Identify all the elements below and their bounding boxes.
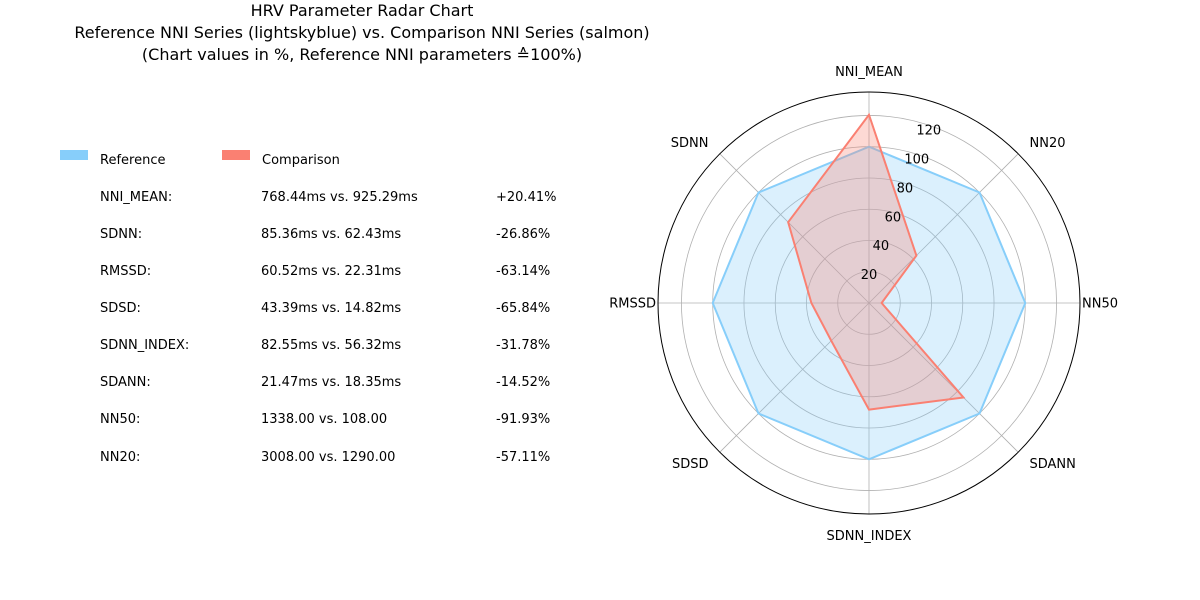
legend-swatch-comparison bbox=[222, 150, 250, 160]
axis-label: NN20 bbox=[1030, 136, 1066, 151]
grid-spoke bbox=[868, 302, 1019, 453]
radial-tick-label: 120 bbox=[916, 124, 941, 139]
param-name: SDSD: bbox=[100, 301, 141, 316]
param-values: 768.44ms vs. 925.29ms bbox=[261, 190, 418, 205]
title-line-2: Reference NNI Series (lightskyblue) vs. … bbox=[74, 23, 650, 42]
param-diff: -65.84% bbox=[496, 301, 551, 316]
param-values: 60.52ms vs. 22.31ms bbox=[261, 264, 402, 279]
table-row: RMSSD: 60.52ms vs. 22.31ms -63.14% bbox=[100, 264, 620, 284]
grid-spoke bbox=[868, 153, 1019, 304]
param-values: 82.55ms vs. 56.32ms bbox=[261, 338, 402, 353]
grid-spoke bbox=[719, 153, 870, 304]
axis-label: SDANN bbox=[1030, 457, 1076, 472]
table-row: SDSD: 43.39ms vs. 14.82ms -65.84% bbox=[100, 301, 620, 321]
table-row: SDANN: 21.47ms vs. 18.35ms -14.52% bbox=[100, 375, 620, 395]
table-row: NN50: 1338.00 vs. 108.00 -91.93% bbox=[100, 412, 620, 432]
table-row: SDNN_INDEX: 82.55ms vs. 56.32ms -31.78% bbox=[100, 338, 620, 358]
radial-tick-label: 40 bbox=[873, 239, 890, 254]
series-line-comparison bbox=[787, 112, 966, 411]
table-row: NNI_MEAN: 768.44ms vs. 925.29ms +20.41% bbox=[100, 190, 620, 210]
axis-label: NN50 bbox=[1082, 297, 1118, 312]
series-area-comparison bbox=[788, 114, 964, 410]
radial-tick-label: 100 bbox=[904, 153, 929, 168]
series-line-reference bbox=[711, 145, 1027, 461]
axis-label: SDNN_INDEX bbox=[827, 529, 912, 544]
param-values: 3008.00 vs. 1290.00 bbox=[261, 450, 396, 465]
param-diff: -63.14% bbox=[496, 264, 551, 279]
param-diff: -26.86% bbox=[496, 227, 551, 242]
axis-label: NNI_MEAN bbox=[835, 65, 903, 80]
table-row: NN20: 3008.00 vs. 1290.00 -57.11% bbox=[100, 450, 620, 470]
radial-tick-label: 20 bbox=[861, 268, 878, 283]
radial-tick-label: 60 bbox=[885, 210, 902, 225]
radar-chart: 20 40 60 80 100 120 NNI_MEAN NN20 NN50 SDANN SDNN_… bbox=[609, 65, 1118, 544]
param-name: SDNN: bbox=[100, 227, 143, 242]
axis-label: RMSSD bbox=[609, 297, 656, 312]
param-values: 43.39ms vs. 14.82ms bbox=[261, 301, 402, 316]
param-values: 21.47ms vs. 18.35ms bbox=[261, 375, 402, 390]
param-diff: -14.52% bbox=[496, 375, 551, 390]
param-values: 1338.00 vs. 108.00 bbox=[261, 412, 388, 427]
legend-swatch-reference bbox=[60, 150, 88, 160]
param-values: 85.36ms vs. 62.43ms bbox=[261, 227, 402, 242]
legend-label-comparison: Comparison bbox=[262, 153, 340, 168]
param-name: RMSSD: bbox=[100, 264, 152, 279]
param-diff: -57.11% bbox=[496, 450, 551, 465]
series-area-reference bbox=[712, 146, 1026, 460]
param-name: NN50: bbox=[100, 412, 141, 427]
polar-frame bbox=[657, 91, 1081, 515]
grid-spoke bbox=[719, 302, 870, 453]
radial-tick-label: 80 bbox=[897, 181, 914, 196]
legend: Reference Comparison bbox=[60, 148, 620, 168]
param-diff: -91.93% bbox=[496, 412, 551, 427]
param-name: NN20: bbox=[100, 450, 141, 465]
table-row: SDNN: 85.36ms vs. 62.43ms -26.86% bbox=[100, 227, 620, 247]
axis-label: SDSD bbox=[672, 457, 709, 472]
legend-label-reference: Reference bbox=[100, 153, 166, 168]
param-name: SDANN: bbox=[100, 375, 151, 390]
param-diff: +20.41% bbox=[496, 190, 557, 205]
chart-title: HRV Parameter Radar Chart Reference NNI … bbox=[0, 0, 724, 66]
axis-label: SDNN bbox=[671, 136, 709, 151]
param-name: NNI_MEAN: bbox=[100, 190, 173, 205]
param-name: SDNN_INDEX: bbox=[100, 338, 190, 353]
param-diff: -31.78% bbox=[496, 338, 551, 353]
title-line-3: (Chart values in %, Reference NNI parame… bbox=[141, 45, 583, 64]
title-line-1: HRV Parameter Radar Chart bbox=[250, 1, 474, 20]
